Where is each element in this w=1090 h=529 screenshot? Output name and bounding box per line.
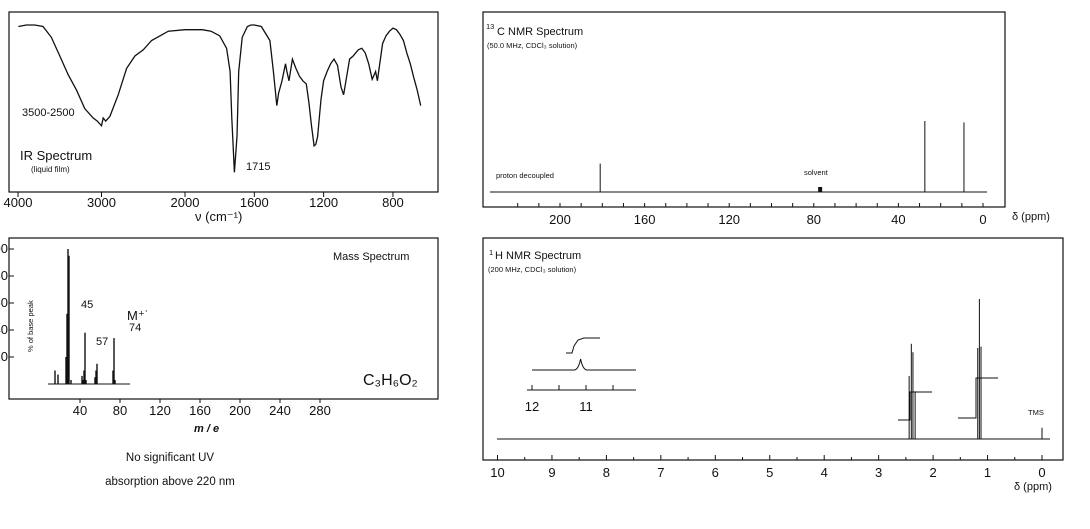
ir-subtitle: (liquid film) [31, 165, 70, 174]
h1-frame [482, 237, 1064, 461]
c13-title-text: C NMR Spectrum [497, 26, 583, 38]
h1-nmr-panel: 10 9 8 7 6 5 4 3 2 1 0 1 H NMR Spectrum (200 MHz, … [482, 237, 1064, 493]
ms-x-tick-label: 120 [149, 403, 171, 418]
h1-tick-label: 7 [657, 465, 664, 480]
c13-tick-label: 160 [634, 212, 656, 227]
h1-tick-label: 4 [821, 465, 828, 480]
h1-tick-label: 6 [712, 465, 719, 480]
ir-title: IR Spectrum [20, 148, 92, 163]
ms-x-tick-label: 160 [189, 403, 211, 418]
h1-tick-label: 1 [984, 465, 991, 480]
ir-tick-label: 3000 [87, 195, 116, 210]
ms-x-tick-label: 40 [73, 403, 87, 418]
h1-inset-tick-label: 12 [525, 399, 539, 414]
ir-trace [18, 24, 422, 173]
ir-tick-label: 800 [382, 195, 404, 210]
h1-inset-ticks: 12 11 [525, 385, 614, 414]
ir-tick-label: 2000 [171, 195, 200, 210]
ms-label-45: 45 [81, 299, 93, 311]
ms-label-molecular-ion: M⁺˙ [127, 308, 149, 323]
ms-x-tick-label: 240 [269, 403, 291, 418]
h1-inset-peak [532, 358, 636, 371]
c13-tick-label: 80 [807, 212, 821, 227]
ms-peaks [54, 249, 116, 384]
c13-peaks [599, 121, 965, 192]
h1-tick-label: 2 [929, 465, 936, 480]
h1-integral-ch2 [898, 391, 932, 421]
ms-y-axis-label: % of base peak [26, 300, 35, 352]
ms-y-tick-label: 100 [0, 241, 8, 256]
h1-tick-label: 0 [1038, 465, 1045, 480]
h1-tick-label: 9 [548, 465, 555, 480]
ir-frame [8, 11, 439, 193]
ir-spectrum-panel: 4000 3000 2000 1600 1200 800 3500-2500 1715 I… [4, 11, 439, 224]
c13-tick-label: 120 [718, 212, 740, 227]
h1-tick-label: 10 [490, 465, 504, 480]
h1-title: 1 H NMR Spectrum [489, 248, 581, 262]
c13-axis-ticks: 200 160 120 80 40 0 [517, 203, 987, 227]
h1-tick-label: 3 [875, 465, 882, 480]
ms-y-tick-label: 80 [0, 268, 8, 283]
h1-subtitle: (200 MHz, CDCl₃ solution) [488, 265, 577, 274]
c13-tick-label: 200 [549, 212, 571, 227]
c13-solvent-peak [818, 187, 823, 192]
uv-note-line2: absorption above 220 nm [105, 476, 235, 488]
h1-tick-label: 8 [603, 465, 610, 480]
ir-tick-label: 1200 [309, 195, 338, 210]
c13-frame [482, 11, 1006, 208]
ms-y-tick-label: 60 [0, 295, 8, 310]
c13-annotation-solvent: solvent [804, 168, 829, 177]
ms-x-tick-label: 280 [309, 403, 331, 418]
ms-label-57: 57 [96, 336, 108, 348]
ms-y-tick-label: 40 [0, 322, 8, 337]
h1-peaks [908, 299, 1043, 439]
ms-x-axis-label: m / e [194, 423, 219, 435]
ms-x-tick-label: 80 [113, 403, 127, 418]
h1-axis-ticks: 10 9 8 7 6 5 4 3 2 1 0 [490, 455, 1046, 480]
ir-annotation-carbonyl: 1715 [246, 161, 270, 173]
h1-inset: 12 11 [525, 337, 636, 414]
c13-subtitle: (50.0 MHz, CDCl₃ solution) [487, 41, 578, 50]
ms-y-tick-label: 20 [0, 349, 8, 364]
h1-annotation-tms: TMS [1028, 408, 1044, 417]
h1-tick-label: 5 [766, 465, 773, 480]
h1-inset-integral [566, 337, 600, 354]
ms-frame [8, 237, 439, 400]
c13-title: 13 C NMR Spectrum [486, 22, 583, 38]
uv-note-line1: No significant UV [125, 452, 215, 464]
ir-x-axis-label: ν (cm⁻¹) [195, 209, 242, 224]
c13-annotation-decoupled: proton decoupled [496, 171, 554, 180]
h1-integral-ch3 [958, 377, 998, 419]
h1-title-superscript: 1 [489, 248, 493, 257]
c13-tick-label: 40 [891, 212, 905, 227]
c13-title-superscript: 13 [486, 22, 494, 31]
ir-annotation-broad: 3500-2500 [22, 107, 75, 119]
ms-label-74: 74 [129, 322, 141, 334]
mass-spectrum-panel: 40 80 120 160 200 240 280 20 40 60 80 100 Mass Spec… [0, 237, 439, 435]
ir-tick-label: 4000 [4, 195, 33, 210]
c13-nmr-panel: 200 160 120 80 40 0 13 C NMR Spectrum (50.0 M… [482, 11, 1050, 227]
h1-title-text: H NMR Spectrum [495, 250, 581, 262]
h1-x-axis-label: δ (ppm) [1014, 481, 1052, 493]
ms-formula: C₃H₆O₂ [363, 372, 418, 389]
ir-axis-ticks: 4000 3000 2000 1600 1200 800 [4, 192, 404, 210]
h1-inset-tick-label: 11 [579, 399, 593, 414]
c13-x-axis-label: δ (ppm) [1012, 211, 1050, 223]
ms-x-tick-label: 200 [229, 403, 251, 418]
ms-axis-ticks: 40 80 120 160 200 240 280 20 40 60 80 100 [0, 241, 331, 418]
ir-tick-label: 1600 [240, 195, 269, 210]
ms-title: Mass Spectrum [333, 251, 409, 263]
c13-tick-label: 0 [979, 212, 986, 227]
